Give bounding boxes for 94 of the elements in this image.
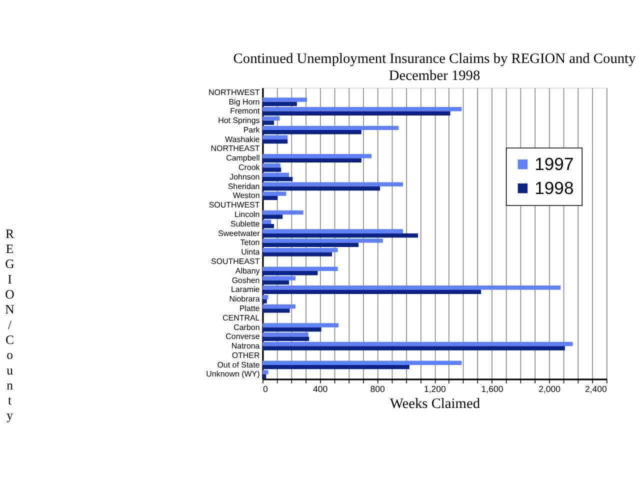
bar — [262, 182, 403, 186]
bar — [262, 299, 267, 304]
bar — [262, 107, 462, 112]
y-tick-label: Carbon — [234, 322, 260, 332]
bar — [262, 139, 288, 144]
bar — [262, 192, 286, 196]
y-tick-label: Crook — [238, 163, 260, 172]
y-tick-label: Lincoln — [234, 210, 260, 220]
y-tick-label: Out of State — [217, 360, 260, 370]
x-tick-label: 2,000 — [538, 384, 561, 394]
bar — [262, 346, 565, 350]
bar — [262, 323, 338, 328]
bar — [262, 242, 359, 248]
bar — [262, 154, 372, 158]
bar — [262, 116, 280, 121]
bar — [262, 130, 362, 134]
text: REGION/County — [5, 226, 14, 423]
y-tick-label: Natrona — [231, 342, 260, 351]
y-tick-label: Washakie — [225, 134, 260, 144]
bar — [262, 102, 297, 106]
legend-label: 1997 — [534, 154, 574, 174]
y-tick-label: Sweetwater — [218, 228, 260, 238]
bar — [262, 252, 332, 256]
y-tick-label: Unknown (WY) — [206, 370, 260, 379]
bar — [262, 294, 268, 300]
y-tick-label: Park — [243, 125, 260, 134]
bar — [262, 360, 462, 365]
y-tick-label: Sublette — [230, 219, 260, 228]
bar — [262, 158, 362, 162]
y-tick-label: NORTHEAST — [210, 144, 260, 154]
bar — [262, 342, 573, 346]
y-tick-label: Teton — [240, 238, 260, 248]
bar — [262, 163, 280, 168]
bar — [262, 336, 310, 341]
bar — [262, 332, 308, 337]
y-tick-label: Niobrara — [229, 294, 260, 304]
bar — [262, 172, 290, 178]
bar — [262, 248, 338, 252]
bar — [262, 286, 561, 290]
bar — [262, 120, 274, 125]
bar — [262, 280, 290, 285]
bar — [262, 370, 268, 374]
bar — [262, 210, 304, 215]
bar — [262, 229, 403, 234]
y-tick-label: Albany — [235, 266, 260, 276]
bar — [262, 214, 283, 219]
y-tick-label: Johnson — [230, 172, 260, 182]
y-tick-label: Fremont — [230, 106, 261, 116]
x-tick-label: 1,600 — [481, 384, 504, 394]
bar — [262, 224, 274, 228]
y-tick-label: Weston — [232, 191, 260, 200]
y-tick-label: Campbell — [226, 154, 260, 163]
bar — [262, 266, 338, 271]
y-tick-label: SOUTHWEST — [208, 200, 260, 210]
x-axis-title: Weeks Claimed — [390, 396, 480, 412]
x-tick-label: 800 — [370, 384, 386, 394]
y-tick-label: Hot Springs — [218, 116, 260, 126]
bar — [262, 196, 278, 200]
y-tick-label: SOUTHEAST — [211, 256, 260, 266]
y-tick-label: Platte — [239, 304, 260, 313]
bar — [262, 238, 383, 243]
y-tick-label: Uinta — [241, 248, 260, 257]
y-tick-label: NORTHWEST — [208, 88, 260, 97]
bar — [262, 276, 296, 280]
bar — [262, 304, 296, 309]
bar — [262, 98, 307, 102]
bar — [262, 233, 418, 238]
legend-label: 1998 — [534, 178, 574, 198]
bar — [262, 364, 410, 370]
bar — [262, 126, 399, 130]
x-tick-label: 2,400 — [584, 384, 608, 394]
y-tick-label: Goshen — [232, 276, 260, 285]
chart-subtitle: December 1998 — [388, 68, 480, 84]
y-tick-label: Big Horn — [228, 97, 260, 106]
bar — [262, 186, 380, 191]
x-tick-label: 400 — [312, 384, 328, 394]
bar — [262, 135, 288, 140]
y-tick-label: Sheridan — [228, 182, 260, 191]
chart-title: Continued Unemployment Insurance Claims by REGION and County — [233, 51, 637, 68]
bar — [262, 327, 322, 332]
bar — [262, 308, 290, 313]
y-tick-label: Laramie — [230, 285, 260, 294]
bar — [262, 374, 266, 379]
bar — [262, 270, 318, 276]
bar — [262, 220, 272, 224]
bar — [262, 168, 282, 172]
bar — [262, 177, 293, 182]
bar — [262, 111, 450, 116]
bar — [262, 290, 482, 294]
y-tick-label: Converse — [226, 332, 260, 342]
y-tick-label: CENTRAL — [222, 313, 260, 322]
y-tick-label: OTHER — [232, 350, 260, 360]
x-tick-label: 0 — [262, 384, 268, 394]
x-tick-label: 1,200 — [424, 384, 446, 394]
